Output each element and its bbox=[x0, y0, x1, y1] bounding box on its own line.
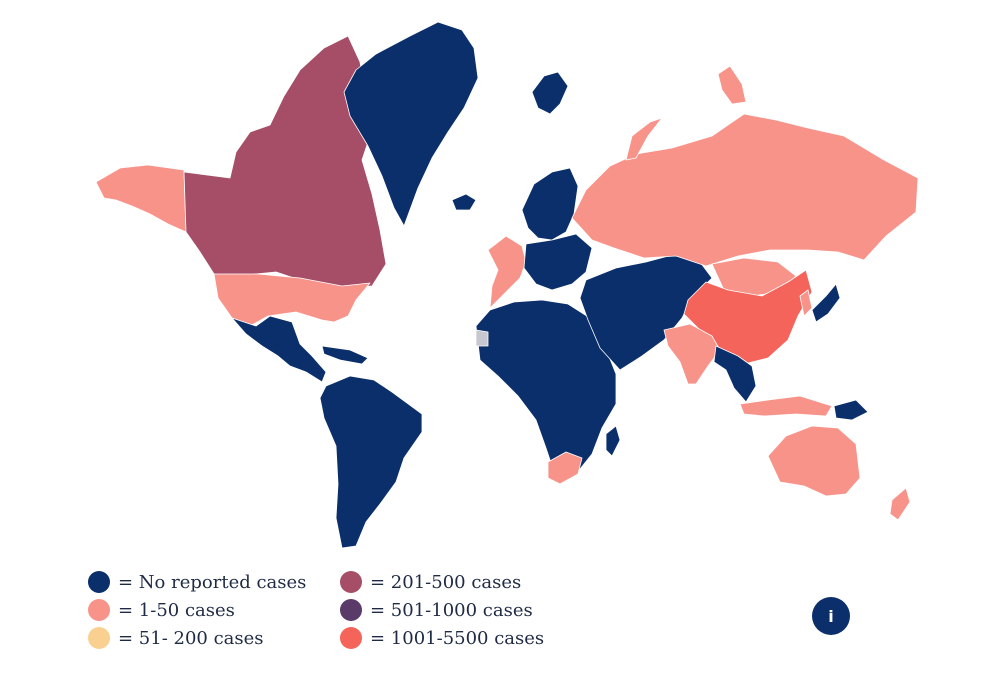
legend-label: = 501-1000 cases bbox=[370, 599, 533, 621]
legend-item-51-200: = 51- 200 cases bbox=[88, 624, 306, 652]
legend-item-501-1000: = 501-1000 cases bbox=[340, 596, 544, 624]
region-indonesia[interactable] bbox=[739, 395, 833, 417]
legend-label: = 1-50 cases bbox=[118, 599, 235, 621]
region-korea[interactable] bbox=[799, 289, 813, 317]
legend-label: = 1001-5500 cases bbox=[370, 627, 545, 649]
region-svalbard[interactable] bbox=[531, 71, 569, 115]
region-india[interactable] bbox=[663, 323, 721, 385]
region-africa[interactable] bbox=[475, 299, 617, 479]
legend-item-1001-5500: = 1001-5500 cases bbox=[340, 624, 544, 652]
info-icon: i bbox=[828, 606, 834, 626]
region-southeast-asia[interactable] bbox=[713, 345, 757, 403]
info-button[interactable]: i bbox=[812, 597, 850, 635]
region-scandinavia[interactable] bbox=[521, 167, 579, 241]
region-south-africa[interactable] bbox=[547, 451, 583, 485]
legend-label: = 201-500 cases bbox=[370, 571, 522, 593]
region-severnaya-zemlya[interactable] bbox=[717, 65, 747, 105]
region-new-zealand[interactable] bbox=[889, 487, 911, 521]
region-russia[interactable] bbox=[571, 113, 919, 267]
region-papua-new-guinea[interactable] bbox=[833, 399, 869, 421]
legend-dot-icon bbox=[88, 599, 110, 621]
legend-column-left: = No reported cases = 1-50 cases = 51- 2… bbox=[88, 568, 306, 652]
region-japan[interactable] bbox=[811, 283, 841, 323]
region-australia[interactable] bbox=[767, 425, 861, 497]
legend-dot-icon bbox=[340, 627, 362, 649]
region-western-europe[interactable] bbox=[487, 235, 527, 309]
region-western-sahara[interactable] bbox=[475, 329, 489, 347]
region-greenland[interactable] bbox=[343, 21, 479, 227]
legend-item-201-500: = 201-500 cases bbox=[340, 568, 544, 596]
legend-label: = No reported cases bbox=[118, 571, 307, 593]
world-map bbox=[95, 21, 919, 549]
legend: = No reported cases = 1-50 cases = 51- 2… bbox=[88, 568, 568, 658]
region-novaya-zemlya[interactable] bbox=[625, 117, 663, 161]
legend-label: = 51- 200 cases bbox=[118, 627, 264, 649]
legend-dot-icon bbox=[340, 599, 362, 621]
legend-dot-icon bbox=[340, 571, 362, 593]
legend-dot-icon bbox=[88, 571, 110, 593]
legend-item-no-reported: = No reported cases bbox=[88, 568, 306, 596]
region-middle-east[interactable] bbox=[579, 253, 713, 371]
legend-item-1-50: = 1-50 cases bbox=[88, 596, 306, 624]
region-madagascar[interactable] bbox=[605, 425, 621, 457]
legend-dot-icon bbox=[88, 627, 110, 649]
region-south-america[interactable] bbox=[319, 375, 423, 549]
legend-column-right: = 201-500 cases = 501-1000 cases = 1001-… bbox=[340, 568, 544, 652]
region-iceland[interactable] bbox=[451, 193, 477, 211]
region-alaska[interactable] bbox=[95, 164, 187, 233]
region-central-america[interactable] bbox=[231, 315, 327, 383]
region-central-europe[interactable] bbox=[523, 233, 593, 291]
region-caribbean[interactable] bbox=[321, 345, 369, 365]
